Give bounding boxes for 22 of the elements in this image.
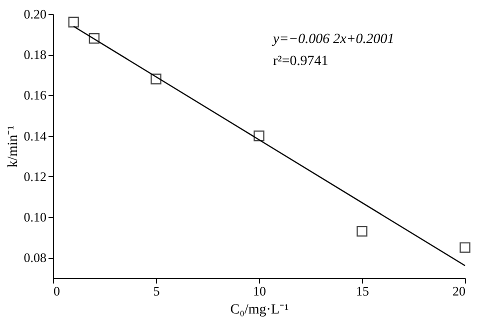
annotation: y=−0.006 2x+0.2001	[271, 32, 394, 47]
x-tick-label: 15	[356, 284, 369, 298]
y-tick-label: 0.14	[24, 128, 47, 144]
point	[356, 226, 368, 237]
x-tick-label: 20	[452, 284, 466, 298]
y-tick-label: 0.12	[24, 168, 46, 184]
x-tick-label: 5	[153, 284, 160, 298]
point	[68, 16, 79, 28]
y-axis-title: k/min⁻¹	[6, 126, 21, 168]
x-tick-label: 0	[54, 284, 60, 298]
y-tick-label: 0.18	[24, 47, 46, 62]
point	[150, 74, 162, 84]
x-tick-label: 10	[253, 284, 266, 298]
annotation: r²=0.9741	[273, 54, 328, 69]
point	[460, 242, 470, 253]
point	[254, 130, 264, 142]
x-axis-title: C₀/mg·L⁻¹	[230, 302, 289, 318]
y-tick-label: 0.16	[24, 88, 47, 103]
y-tick-label: 0.08	[24, 250, 46, 266]
point	[88, 33, 100, 44]
y-tick-label: 0.20	[24, 6, 46, 22]
y-tick-label: 0.10	[24, 210, 46, 225]
